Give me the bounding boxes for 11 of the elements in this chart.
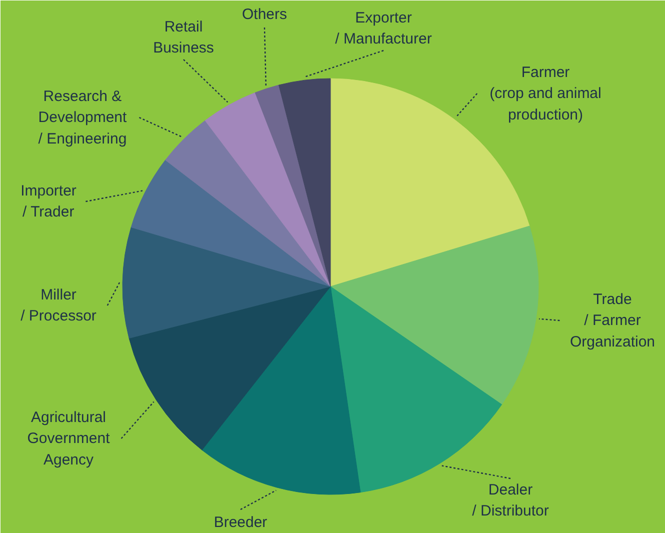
slice-label: Dealer / Distributor	[472, 481, 549, 520]
slice-label: Miller / Processor	[20, 286, 96, 325]
slice-label: Others	[242, 6, 288, 23]
slice-label: Agricultural Government Agency	[27, 408, 111, 468]
slice-label: Farmer (crop and animal production)	[490, 64, 602, 124]
slice-label: Exporter / Manufacturer	[335, 9, 432, 48]
slice-label: Research & Development / Engineering	[38, 88, 128, 148]
slice-label: Trade / Farmer Organization	[570, 290, 656, 350]
slice-label: Importer / Trader	[20, 182, 76, 221]
slice-label: Breeder	[214, 514, 268, 531]
slice-label: Retail Business	[153, 18, 214, 57]
